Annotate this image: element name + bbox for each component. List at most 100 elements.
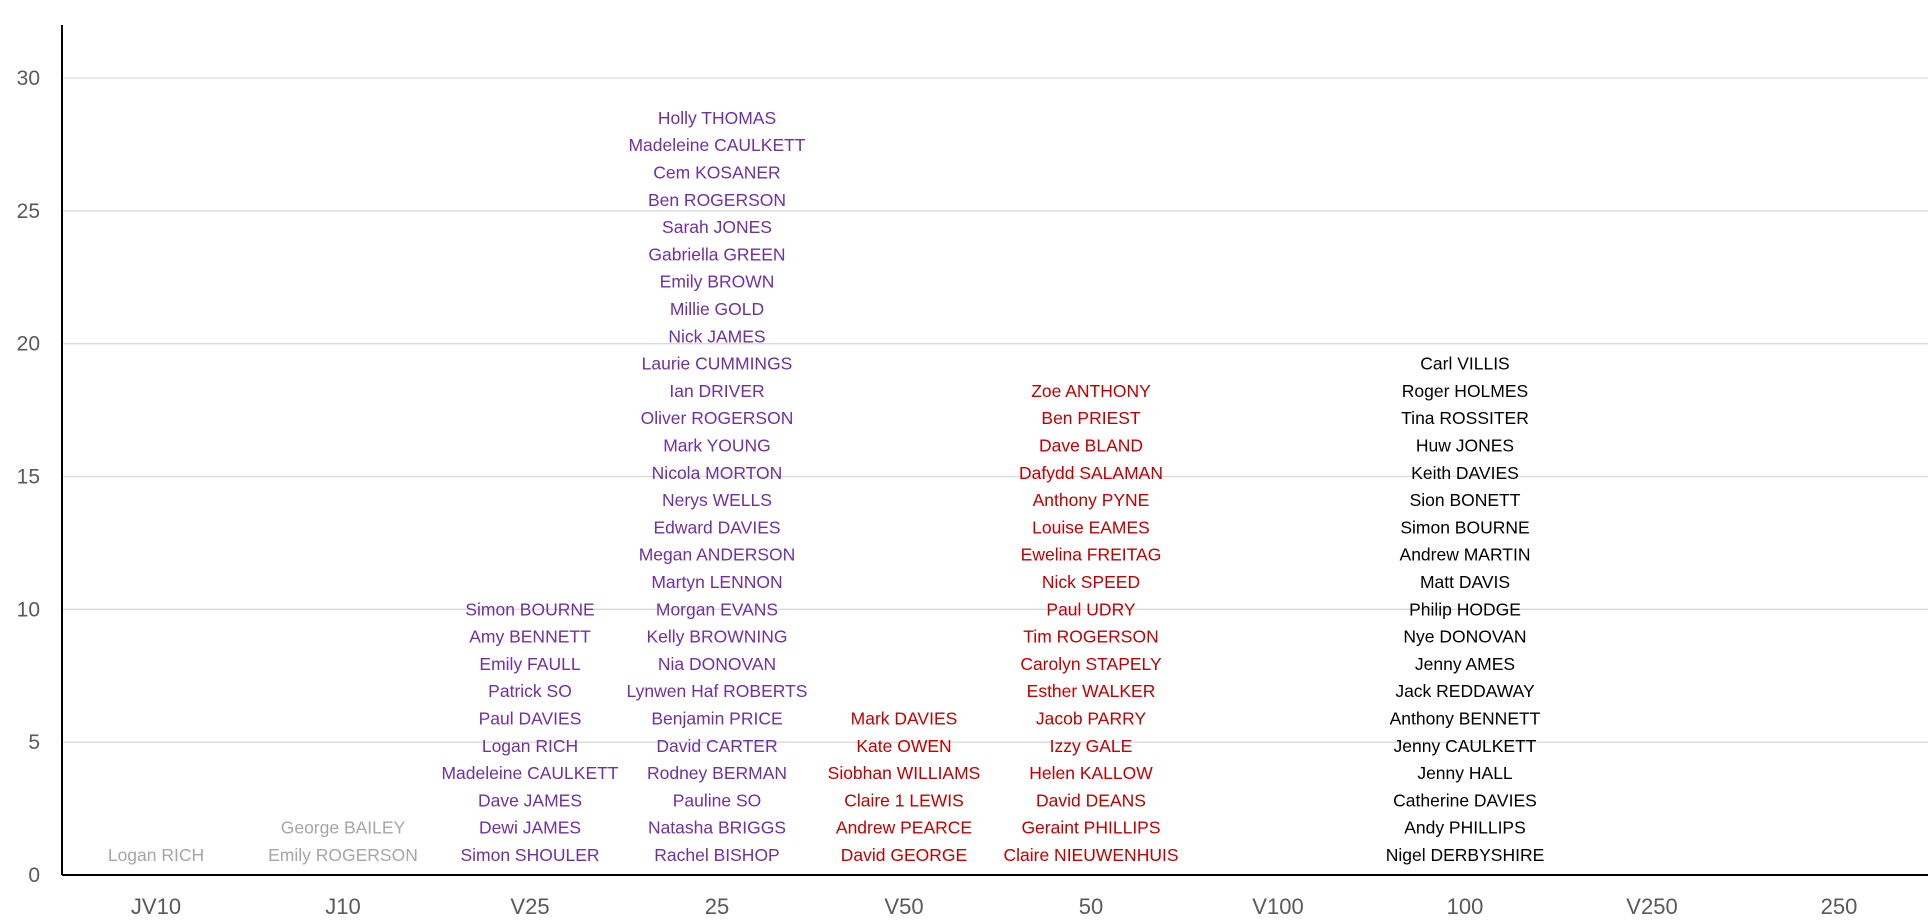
name-label-25-21: Millie GOLD [670,299,764,319]
name-label-100-15: Keith DAVIES [1411,463,1519,483]
name-label-25-3: Pauline SO [673,790,762,810]
name-label-v25-9: Amy BENNETT [469,627,591,647]
name-label-25-11: Martyn LENNON [651,572,782,592]
name-label-j10-1: Emily ROGERSON [268,845,418,865]
name-label-25-8: Nia DONOVAN [658,654,776,674]
name-label-v25-1: Simon SHOULER [460,845,599,865]
y-tick-10: 10 [17,598,40,621]
x-tick-250: 250 [1821,894,1858,919]
name-label-v25-2: Dewi JAMES [479,818,581,838]
y-tick-0: 0 [28,864,40,887]
name-label-50-13: Louise EAMES [1032,517,1150,537]
y-tick-5: 5 [28,731,40,754]
name-label-25-16: Mark YOUNG [663,436,771,456]
x-tick-50: 50 [1079,894,1103,919]
name-label-100-19: Carl VILLIS [1420,354,1509,374]
name-label-25-23: Gabriella GREEN [648,244,785,264]
name-label-50-6: Jacob PARRY [1036,709,1147,729]
name-label-v50-3: Claire 1 LEWIS [844,790,964,810]
gridlines [62,77,1928,743]
name-label-100-18: Roger HOLMES [1402,381,1528,401]
name-label-25-7: Lynwen Haf ROBERTS [627,681,808,701]
name-label-25-5: David CARTER [656,736,777,756]
x-tick-jv10: JV10 [131,894,181,919]
name-label-25-20: Nick JAMES [668,326,765,346]
name-label-50-15: Dafydd SALAMAN [1019,463,1163,483]
name-label-100-16: Huw JONES [1416,436,1514,456]
y-tick-15: 15 [17,466,40,489]
name-label-25-15: Nicola MORTON [652,463,783,483]
name-label-25-19: Laurie CUMMINGS [642,354,793,374]
name-label-25-24: Sarah JONES [662,217,772,237]
name-label-50-9: Tim ROGERSON [1023,627,1158,647]
name-label-100-12: Andrew MARTIN [1400,545,1531,565]
name-label-25-18: Ian DRIVER [669,381,764,401]
name-label-25-1: Rachel BISHOP [654,845,779,865]
name-label-100-7: Jack REDDAWAY [1395,681,1535,701]
name-label-100-8: Jenny AMES [1415,654,1515,674]
name-label-v50-4: Siobhan WILLIAMS [828,763,981,783]
name-label-25-26: Cem KOSANER [653,163,780,183]
name-labels: Logan RICH Emily ROGERSON George BAILEY Sim… [108,108,1544,865]
y-axis-tick-labels: 0 5 10 15 20 25 30 [17,67,40,887]
name-label-25-4: Rodney BERMAN [647,763,787,783]
name-label-100-6: Anthony BENNETT [1390,709,1541,729]
name-label-50-5: Izzy GALE [1050,736,1133,756]
name-label-v25-3: Dave JAMES [478,790,582,810]
name-label-v50-6: Mark DAVIES [851,709,958,729]
name-label-25-2: Natasha BRIGGS [648,818,786,838]
name-label-25-22: Emily BROWN [660,272,775,292]
name-label-100-10: Philip HODGE [1409,599,1521,619]
name-label-25-9: Kelly BROWNING [647,627,788,647]
x-tick-j10: J10 [325,894,360,919]
name-label-100-1: Nigel DERBYSHIRE [1386,845,1545,865]
name-label-25-17: Oliver ROGERSON [641,408,794,428]
name-label-25-25: Ben ROGERSON [648,190,786,210]
name-label-25-12: Megan ANDERSON [639,545,796,565]
name-label-100-2: Andy PHILLIPS [1404,818,1526,838]
name-label-j10-2: George BAILEY [281,818,406,838]
name-label-25-10: Morgan EVANS [656,599,778,619]
name-label-50-10: Paul UDRY [1046,599,1135,619]
name-label-v25-8: Emily FAULL [479,654,580,674]
name-label-50-2: Geraint PHILLIPS [1021,818,1160,838]
name-label-50-12: Ewelina FREITAG [1021,545,1162,565]
name-label-100-5: Jenny CAULKETT [1394,736,1537,756]
name-label-v25-5: Logan RICH [482,736,578,756]
name-label-25-14: Nerys WELLS [662,490,772,510]
x-tick-v50: V50 [884,894,923,919]
x-tick-v25: V25 [510,894,549,919]
y-tick-30: 30 [17,67,40,90]
y-tick-20: 20 [17,333,40,356]
x-tick-25: 25 [705,894,729,919]
name-label-50-8: Carolyn STAPELY [1020,654,1162,674]
name-label-v50-2: Andrew PEARCE [836,818,972,838]
x-tick-100: 100 [1447,894,1484,919]
name-label-50-7: Esther WALKER [1027,681,1156,701]
name-label-100-14: Sion BONETT [1410,490,1521,510]
name-label-25-28: Holly THOMAS [658,108,776,128]
name-label-50-14: Anthony PYNE [1033,490,1150,510]
name-label-v25-4: Madeleine CAULKETT [441,763,618,783]
name-label-v50-1: David GEORGE [841,845,967,865]
name-label-50-3: David DEANS [1036,790,1146,810]
name-label-100-11: Matt DAVIS [1420,572,1510,592]
name-label-25-6: Benjamin PRICE [651,709,782,729]
name-label-25-13: Edward DAVIES [653,517,780,537]
x-axis-tick-labels: JV10 J10 V25 25 V50 50 V100 100 V250 250 [131,894,1857,919]
name-label-50-4: Helen KALLOW [1029,763,1153,783]
name-label-50-18: Zoe ANTHONY [1031,381,1151,401]
y-tick-25: 25 [17,200,40,223]
name-label-50-16: Dave BLAND [1039,436,1143,456]
name-label-v25-7: Patrick SO [488,681,572,701]
name-label-v50-5: Kate OWEN [856,736,951,756]
x-tick-v250: V250 [1626,894,1677,919]
name-label-100-13: Simon BOURNE [1400,517,1529,537]
name-label-v25-6: Paul DAVIES [479,709,582,729]
name-label-v25-10: Simon BOURNE [465,599,594,619]
name-label-100-3: Catherine DAVIES [1393,790,1537,810]
name-label-50-17: Ben PRIEST [1041,408,1141,428]
name-label-50-1: Claire NIEUWENHUIS [1003,845,1178,865]
name-label-25-27: Madeleine CAULKETT [628,135,805,155]
